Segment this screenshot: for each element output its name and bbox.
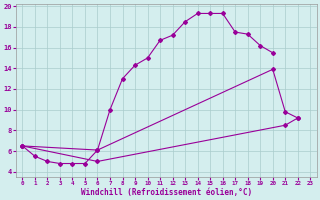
X-axis label: Windchill (Refroidissement éolien,°C): Windchill (Refroidissement éolien,°C) — [81, 188, 252, 197]
